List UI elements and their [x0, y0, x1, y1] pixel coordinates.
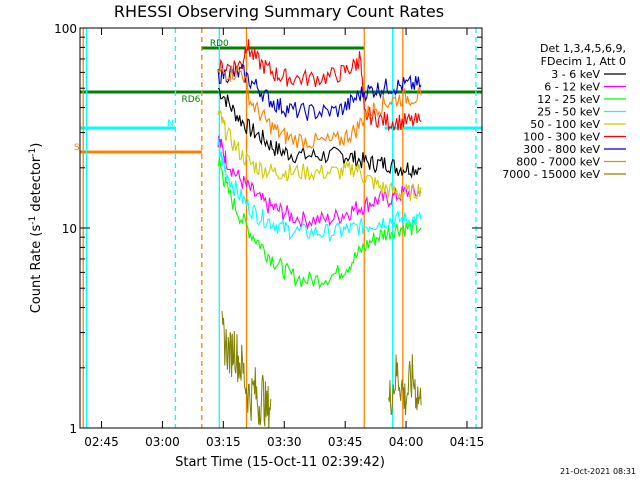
- legend-label-800-7000-kev: 800 - 7000 keV: [516, 156, 600, 169]
- legend-label-100-300-kev: 100 - 300 keV: [523, 131, 600, 144]
- chart-title: RHESSI Observing Summary Count Rates: [114, 2, 444, 21]
- y-axis-label-unit: detector: [29, 156, 44, 216]
- series-line: [217, 39, 422, 132]
- y-axis-ticks: 1 10 100: [54, 22, 482, 436]
- legend-header-line-2: FDecim 1, Att 0: [541, 55, 626, 68]
- y-tick-label: 100: [54, 22, 77, 36]
- series-line: [217, 137, 422, 242]
- series-line: [217, 135, 422, 231]
- legend-label-300-800-kev: 300 - 800 keV: [523, 143, 600, 156]
- y-axis-label-main: Count Rate (s: [29, 225, 44, 314]
- series-line: [217, 157, 422, 290]
- y-tick-label: 10: [62, 222, 77, 236]
- series-50-100-kev: [217, 109, 422, 202]
- series-6-12-kev: [217, 135, 422, 231]
- series-lines: [217, 39, 422, 428]
- y-axis-label-unit-exponent: -1: [28, 148, 38, 157]
- legend-label-25-50-kev: 25 - 50 keV: [537, 106, 600, 119]
- series-line: [217, 87, 422, 179]
- series-800-7000-kev: [217, 65, 422, 149]
- series-12-25-kev: [217, 157, 422, 290]
- series-300-800-kev: [217, 63, 422, 121]
- x-axis-label: Start Time (15-Oct-11 02:39:42): [175, 455, 385, 470]
- plot-frame: [79, 27, 483, 429]
- x-tick-label: 02:45: [84, 435, 119, 449]
- series-line: [217, 65, 422, 149]
- legend: Det 1,3,4,5,6,9, FDecim 1, Att 0 3 - 6 k…: [502, 42, 626, 181]
- legend-label-3-6-kev: 3 - 6 keV: [551, 68, 600, 81]
- y-axis-label-exponent: -1: [28, 216, 38, 225]
- state-label-n: N: [167, 119, 174, 129]
- state-label-rd0: RD0: [210, 39, 229, 49]
- legend-label-7000-15000-kev: 7000 - 15000 keV: [502, 168, 600, 181]
- x-tick-label: 03:45: [328, 435, 363, 449]
- series-3-6-kev: [217, 87, 422, 179]
- legend-label-6-12-kev: 6 - 12 keV: [544, 81, 600, 94]
- x-tick-label: 04:15: [450, 435, 485, 449]
- state-label-s: S: [74, 143, 80, 153]
- series-25-50-kev: [217, 137, 422, 242]
- legend-label-50-100-kev: 50 - 100 keV: [530, 118, 600, 131]
- series-100-300-kev: [217, 39, 422, 132]
- plot-area: [80, 28, 482, 428]
- legend-label-12-25-kev: 12 - 25 keV: [537, 93, 600, 106]
- y-tick-label: 1: [69, 422, 77, 436]
- state-label-rd6: RD6: [182, 95, 201, 105]
- legend-header-line-1: Det 1,3,4,5,6,9,: [540, 42, 626, 55]
- series-segment: [388, 354, 422, 416]
- series-line: [217, 63, 422, 121]
- footer-timestamp: 21-Oct-2021 08:31: [560, 467, 636, 476]
- series-line: [217, 109, 422, 202]
- x-tick-label: 03:30: [267, 435, 302, 449]
- y-axis-label-close: ): [29, 143, 44, 148]
- series-segment: [221, 311, 272, 428]
- x-tick-label: 03:00: [145, 435, 180, 449]
- state-bar-labels: S N RD6 RD0: [74, 39, 229, 153]
- y-axis-label: Count Rate (s-1 detector-1): [28, 143, 44, 314]
- x-tick-label: 03:15: [206, 435, 241, 449]
- series-7000-15000-kev: [221, 311, 422, 428]
- x-tick-label: 04:00: [389, 435, 424, 449]
- x-axis-ticks: 02:45 03:00 03:15 03:30 03:45 04:00 04:15: [84, 28, 484, 449]
